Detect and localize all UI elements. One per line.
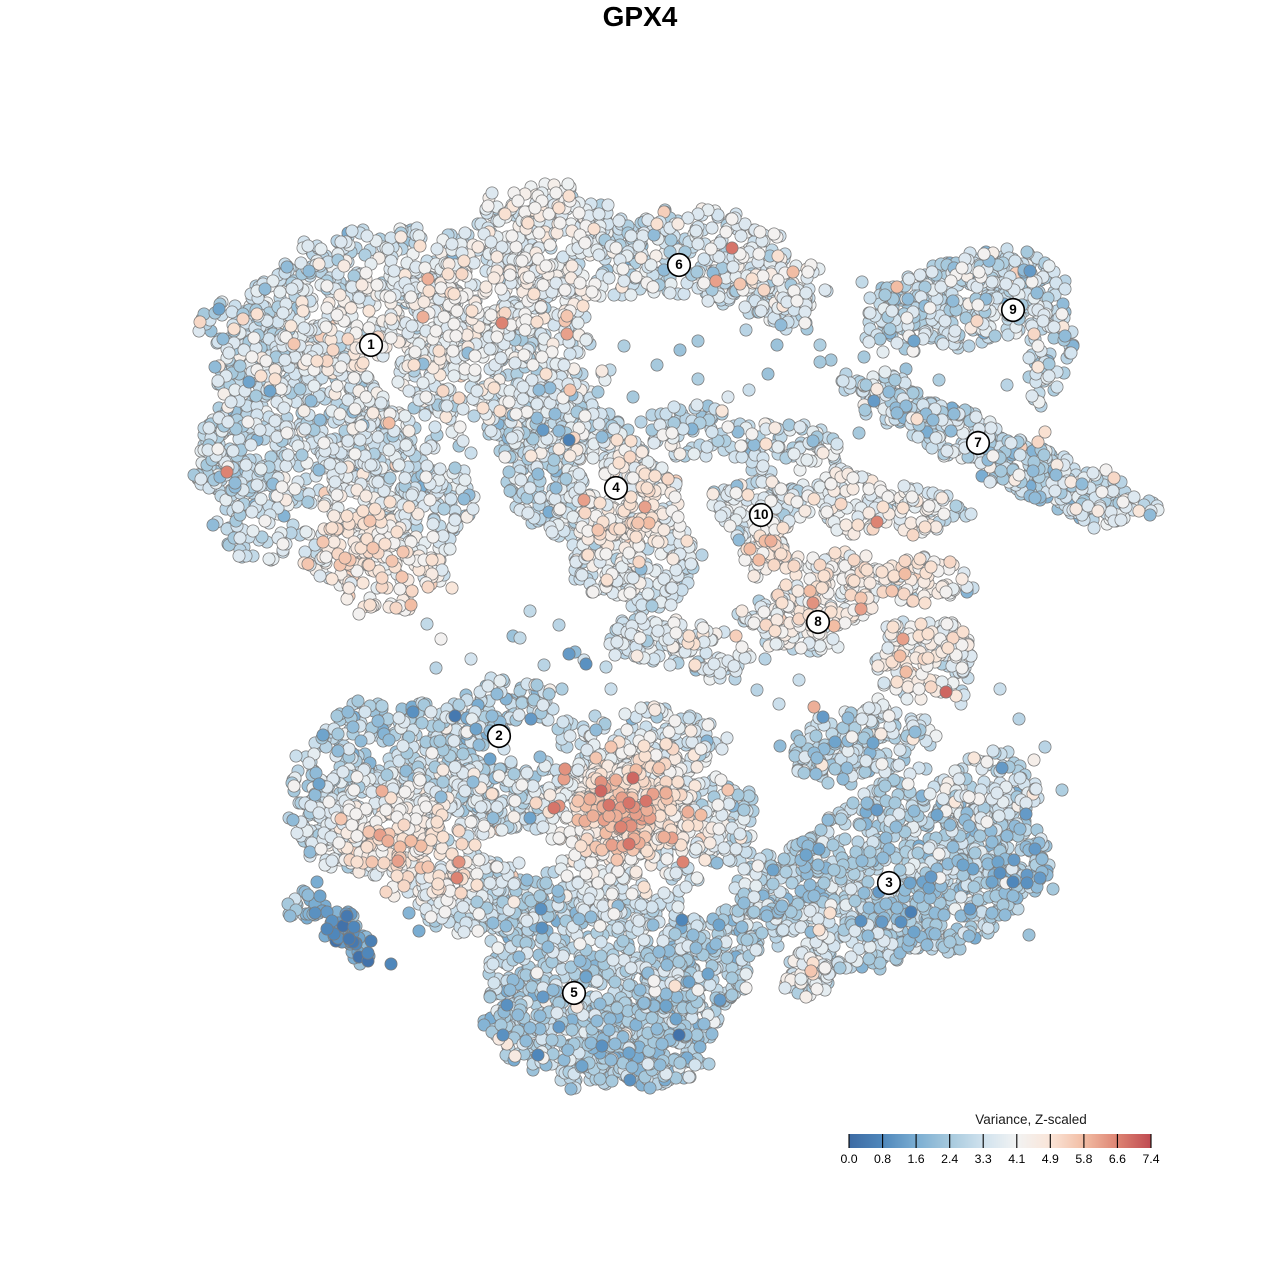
svg-text:GPX4: GPX4 xyxy=(603,1,678,32)
